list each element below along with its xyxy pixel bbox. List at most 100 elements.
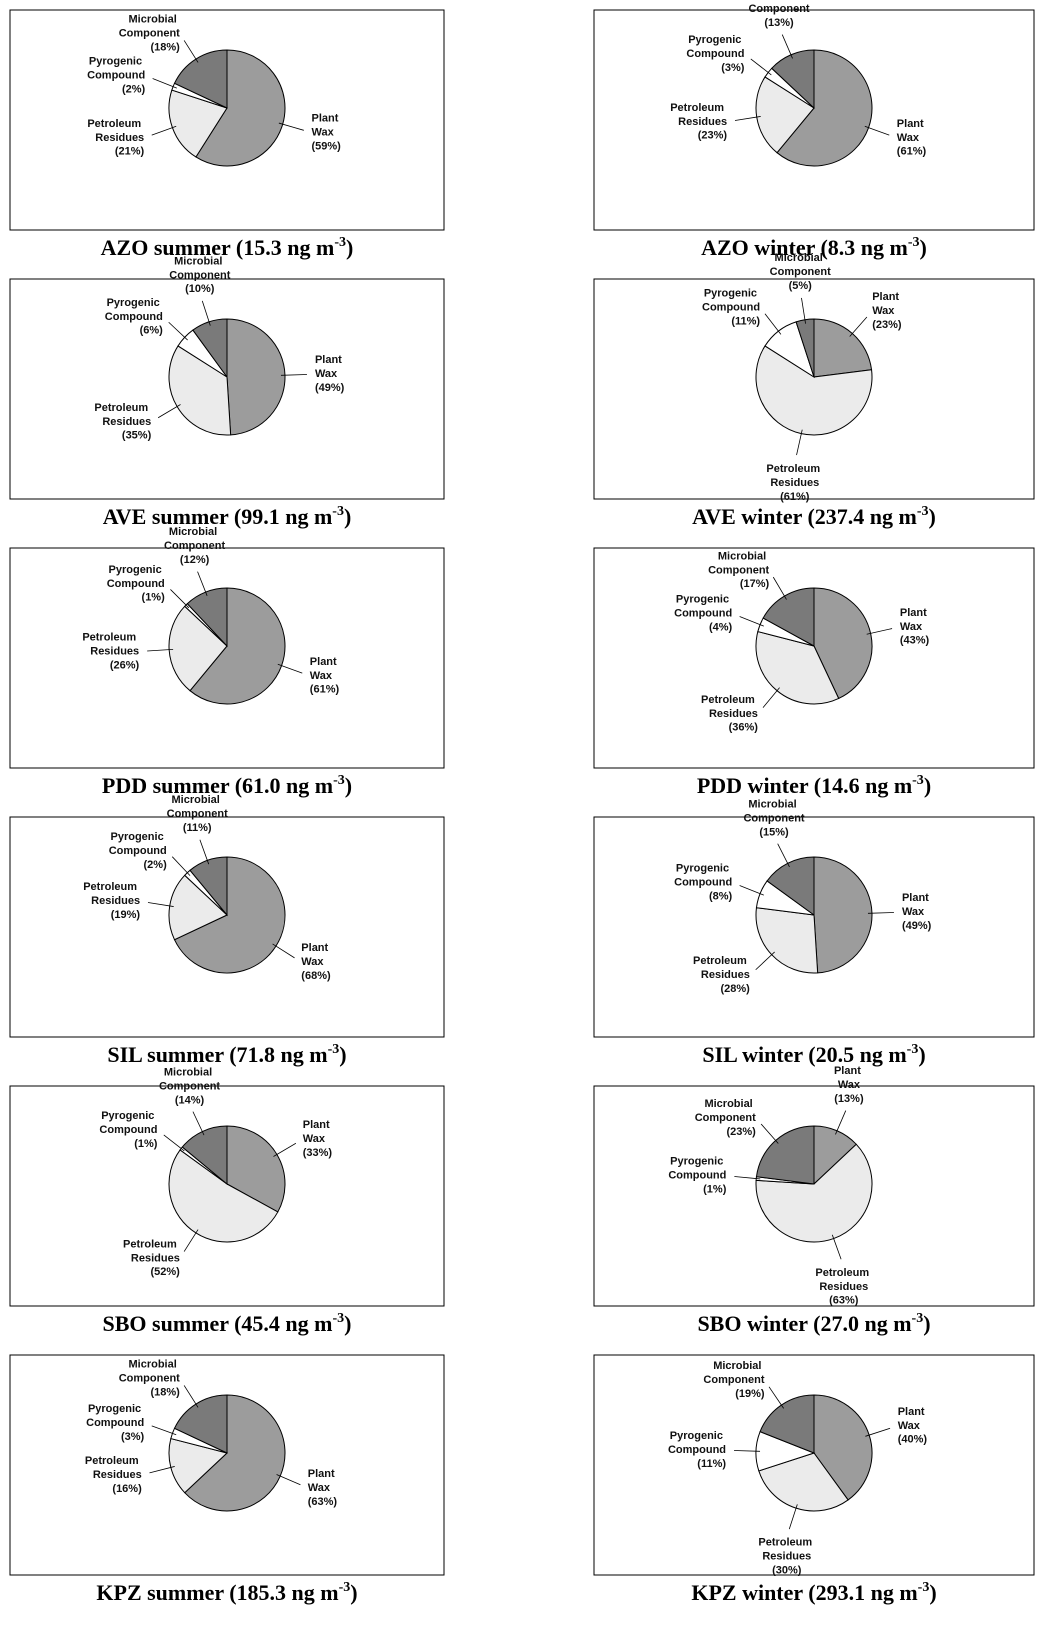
title-superscript: -3 [918,1580,930,1595]
leader-line [163,1134,185,1152]
slice-label: Plant Wax [301,942,331,968]
slice-value-label: (49%) [315,382,345,394]
title-superscript: -3 [912,1311,924,1326]
chart-title: SBO summer (45.4 ng m-3) [103,1311,352,1336]
title-end: ) [923,1311,930,1336]
title-superscript: -3 [908,235,920,250]
leader-line [192,1111,205,1136]
title-superscript: -3 [339,1580,351,1595]
title-main: SBO summer (45.4 ng m [103,1311,333,1336]
title-main: PDD winter (14.6 ng m [697,773,912,798]
slice-value-label: (63%) [829,1295,859,1307]
leader-line [801,297,806,324]
slice-label: Microbial Component [169,255,230,281]
slice-value-label: (19%) [735,1388,765,1400]
leader-line [788,1504,798,1530]
pie-panel: Plant Wax (49%) Petroleum Residues (28%) Pyr… [593,798,1035,1067]
title-end: ) [918,1042,925,1067]
slice-label: Microbial Component [164,526,225,552]
leader-line [183,1385,199,1408]
leader-line [755,951,775,971]
slice-label: Plant Wax [872,291,902,317]
pie-panel: Plant Wax (49%) Petroleum Residues (35%) Pyr… [9,255,445,529]
leader-line [273,1142,297,1157]
slice-value-label: (11%) [697,1458,726,1470]
pie-panel: Plant Wax (61%) Petroleum Residues (26%) Pyr… [9,526,445,798]
leader-line [197,571,208,596]
slice-label: Petroleum Residues [94,402,151,428]
slice-value-label: (52%) [151,1266,181,1278]
slice-label: Pyrogenic Compound [686,34,744,60]
leader-line [865,1427,891,1437]
slice-value-label: (10%) [185,283,215,295]
slice-value-label: (18%) [151,42,181,54]
chart-title: SIL winter (20.5 ng m-3) [702,1042,925,1067]
pie-panel: Plant Wax (33%) Petroleum Residues (52%) Pyr… [9,1066,445,1336]
slice-value-label: (1%) [703,1184,727,1196]
pie-panel: Plant Wax (13%) Petroleum Residues (63%) Pyr… [593,1065,1035,1336]
slice-label: Microbial Component [695,1098,756,1124]
title-superscript: -3 [333,773,345,788]
slice-value-label: (1%) [134,1138,158,1150]
slice-label: Petroleum Residues [85,1455,142,1481]
slice-value-label: (16%) [112,1483,142,1495]
slice-value-label: (26%) [110,659,140,671]
leader-line [750,58,772,76]
slice-label: Petroleum Residues [815,1267,872,1293]
slice-label: Pyrogenic Compound [105,297,163,323]
slice-value-label: (1%) [142,592,166,604]
slice-label: Plant Wax [898,1406,928,1432]
slice-value-label: (19%) [111,909,141,921]
title-end: ) [929,504,936,529]
leader-line [867,912,894,914]
slice-value-label: (15%) [759,826,789,838]
title-main: PDD summer (61.0 ng m [102,773,333,798]
slice-value-label: (11%) [731,315,760,327]
pie-panel: Plant Wax (59%) Petroleum Residues (21%) Pyr… [9,9,445,260]
slice-value-label: (49%) [902,920,932,932]
title-main: KPZ winter (293.1 ng m [691,1580,917,1605]
leader-line [280,374,307,376]
leader-line [147,648,174,652]
slice-label: Plant Wax [902,892,932,918]
slice-value-label: (68%) [301,970,331,982]
slice-value-label: (12%) [180,554,210,566]
slice-value-label: (33%) [303,1147,333,1159]
title-main: KPZ summer (185.3 ng m [96,1580,338,1605]
slice-value-label: (4%) [709,622,733,634]
title-end: ) [350,1580,357,1605]
title-main: SIL summer (71.8 ng m [107,1042,327,1067]
leader-line [152,78,177,89]
title-end: ) [339,1042,346,1067]
leader-line [762,687,780,708]
title-superscript: -3 [334,235,346,250]
title-superscript: -3 [333,1311,345,1326]
leader-line [864,125,890,136]
slice-label: Pyrogenic Compound [674,863,732,889]
slice-value-label: (3%) [721,62,745,74]
slice-label: Plant Wax [303,1119,333,1145]
slice-value-label: (28%) [721,983,751,995]
slice-label: Plant Wax [308,1468,338,1494]
slice-value-label: (61%) [310,684,340,696]
title-main: AVE summer (99.1 ng m [103,504,333,529]
pie-panel: Plant Wax (61%) Petroleum Residues (23%) Pyr… [593,0,1035,260]
slice-label: Pyrogenic Compound [668,1156,726,1182]
slice-label: Plant Wax [310,656,340,682]
leader-line [199,839,210,865]
slice-value-label: (59%) [312,140,342,152]
slice-label: Microbial Component [159,1066,220,1092]
leader-line [277,663,303,674]
slice-label: Petroleum Residues [123,1238,180,1264]
leader-line [849,316,868,337]
slice-value-label: (2%) [144,859,168,871]
leader-line [734,1176,761,1180]
title-end: ) [346,235,353,260]
title-superscript: -3 [917,504,929,519]
leader-line [777,843,790,868]
slice-label: Microbial Component [708,550,769,576]
slice-value-label: (21%) [115,146,145,158]
slice-label: Pyrogenic Compound [702,287,760,313]
slice-value-label: (13%) [764,17,794,29]
leader-line [151,1425,177,1436]
